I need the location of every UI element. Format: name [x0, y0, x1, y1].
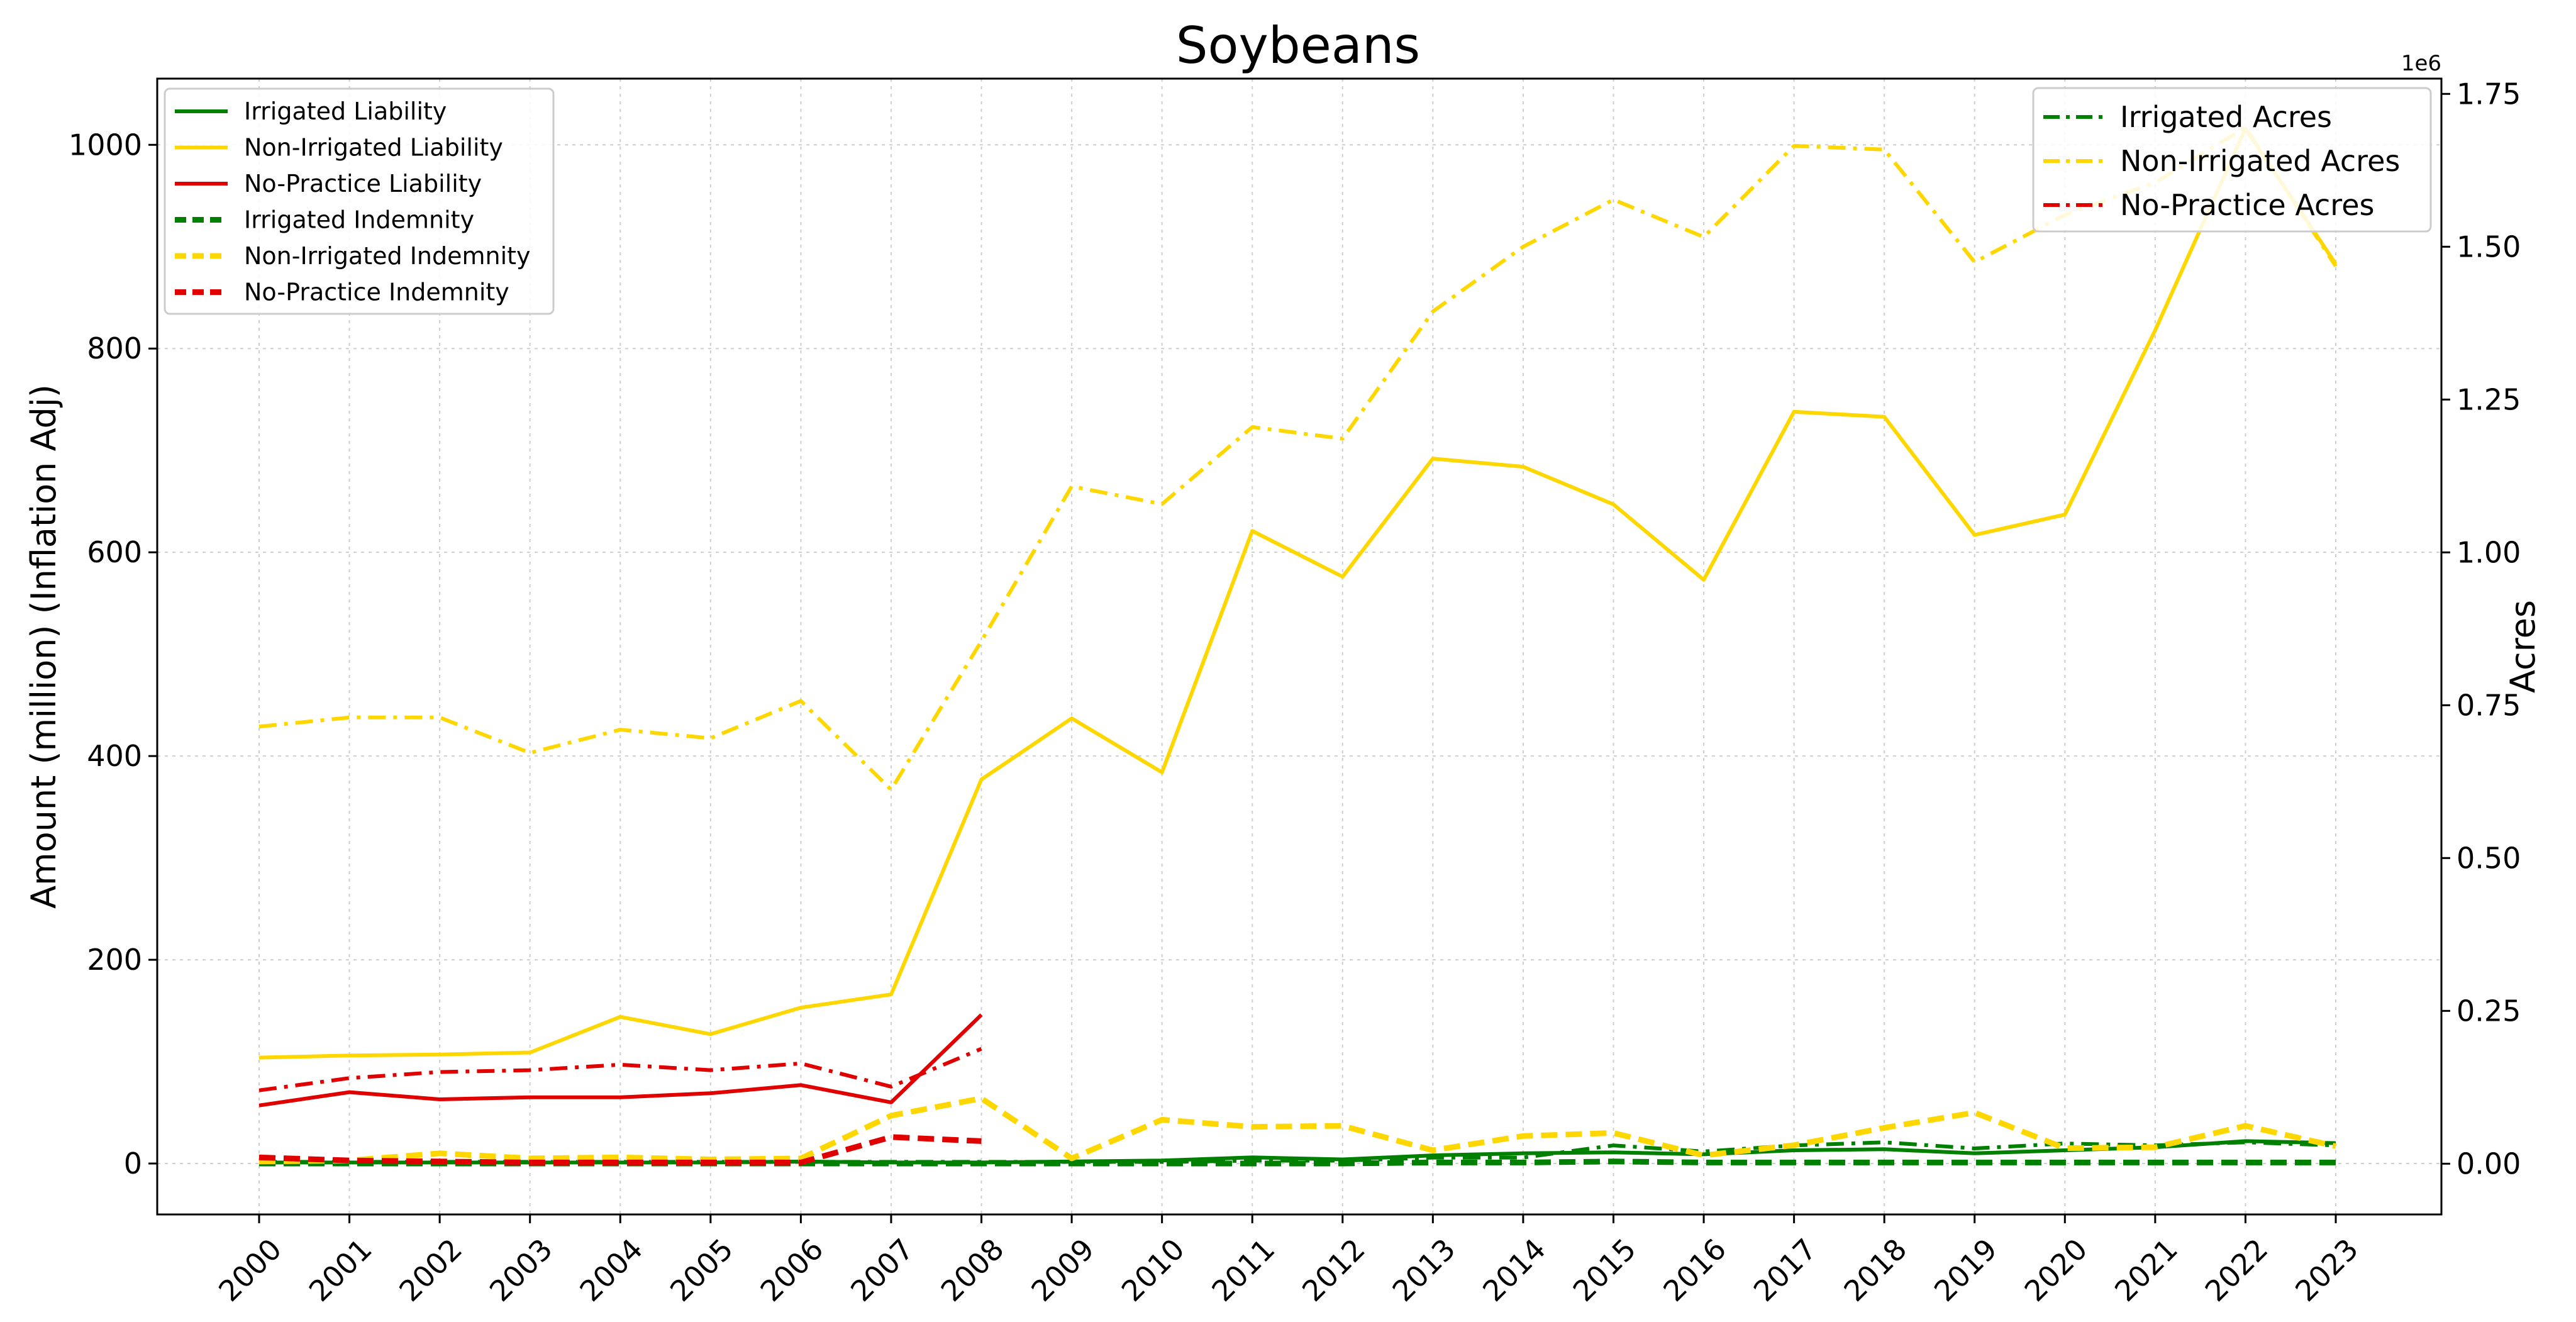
x-tick-label: 2007 — [844, 1232, 920, 1308]
legend-label: Non-Irrigated Indemnity — [244, 242, 531, 270]
x-tick-label: 2016 — [1657, 1232, 1733, 1308]
y2-tick-label: 1.50 — [2457, 230, 2521, 264]
y-axis-left: 0 200 400 600 800 1000 — [69, 128, 157, 1180]
x-tick-label: 2002 — [392, 1232, 469, 1308]
x-tick-label: 2020 — [2018, 1232, 2094, 1308]
legend-box — [2032, 87, 2432, 233]
x-tick-label: 2014 — [1476, 1232, 1552, 1308]
y-tick-label: 400 — [87, 739, 142, 773]
x-tick-label: 2013 — [1385, 1232, 1462, 1308]
x-tick-label: 2009 — [1024, 1232, 1101, 1308]
x-tick-label: 2004 — [573, 1232, 649, 1308]
legend-liability-indemnity: Irrigated Liability Non-Irrigated Liabili… — [164, 87, 555, 315]
x-tick-label: 2017 — [1747, 1232, 1823, 1308]
y2-tick-label: 1.00 — [2457, 535, 2521, 569]
legend-label: Irrigated Liability — [244, 97, 447, 125]
series-line-no-practice-liability — [258, 1013, 983, 1108]
legend-label: No-Practice Indemnity — [244, 279, 509, 306]
x-tick-label: 2005 — [663, 1232, 740, 1308]
y-axis-right: 0.00 0.25 0.50 0.75 1.00 1.25 1.50 1.75 — [2441, 77, 2521, 1180]
x-tick-label: 2000 — [212, 1232, 288, 1308]
x-tick-label: 2022 — [2199, 1232, 2275, 1308]
x-tick-label: 2010 — [1115, 1232, 1191, 1308]
x-tick-label: 2012 — [1296, 1232, 1372, 1308]
series-lines — [258, 125, 2338, 1167]
y2-offset-label: 1e6 — [2401, 51, 2441, 76]
y2-tick-label: 0.50 — [2457, 841, 2521, 875]
x-tick-label: 2003 — [483, 1232, 559, 1308]
y2-axis-label: Acres — [2503, 600, 2543, 693]
y-tick-label: 200 — [87, 943, 142, 977]
x-tick-label: 2015 — [1567, 1232, 1643, 1308]
x-tick-label: 2018 — [1837, 1232, 1913, 1308]
legend-label: No-Practice Liability — [244, 170, 482, 197]
y-tick-label: 1000 — [69, 128, 142, 162]
x-axis: 2000 2001 2002 2003 2004 2005 2006 2007 2008 2009… — [212, 1214, 2365, 1308]
series-line-non-irrigated-liability — [258, 126, 2338, 1060]
series-line-non-irrigated-acres — [258, 125, 2338, 792]
x-tick-label: 2008 — [935, 1232, 1011, 1308]
legend-label: Irrigated Indemnity — [244, 206, 474, 234]
plot-area-frame — [156, 77, 2443, 1216]
x-tick-label: 2006 — [754, 1232, 830, 1308]
y2-tick-label: 1.75 — [2457, 77, 2521, 111]
y-tick-label: 800 — [87, 331, 142, 365]
series-line-no-practice-indemnity — [258, 1134, 982, 1165]
y-axis-label: Amount (million) (Inflation Adj) — [24, 384, 64, 909]
legend-label: No-Practice Acres — [2120, 188, 2374, 222]
y2-tick-label: 0.75 — [2457, 688, 2521, 722]
x-tick-label: 2011 — [1205, 1232, 1281, 1308]
y2-tick-label: 0.25 — [2457, 994, 2521, 1028]
x-tick-label: 2023 — [2289, 1232, 2365, 1308]
series-line-no-practice-acres — [258, 1047, 982, 1092]
legend-label: Irrigated Acres — [2120, 100, 2332, 134]
y-tick-label: 600 — [87, 535, 142, 569]
legend-box — [164, 87, 555, 315]
series-line-non-irrigated-indemnity — [258, 1095, 2336, 1165]
x-tick-label: 2021 — [2108, 1232, 2184, 1308]
legend-label: Non-Irrigated Liability — [244, 134, 503, 162]
x-tick-label: 2019 — [1928, 1232, 2004, 1308]
chart-title: Soybeans — [1176, 16, 1420, 75]
legend-label: Non-Irrigated Acres — [2120, 144, 2400, 178]
legend-acres: Irrigated Acres Non-Irrigated Acres No-Pra… — [2032, 87, 2432, 233]
y-tick-label: 0 — [124, 1147, 142, 1180]
y2-tick-label: 0.00 — [2457, 1147, 2521, 1180]
y2-tick-label: 1.25 — [2457, 382, 2521, 416]
x-tick-label: 2001 — [303, 1232, 379, 1308]
